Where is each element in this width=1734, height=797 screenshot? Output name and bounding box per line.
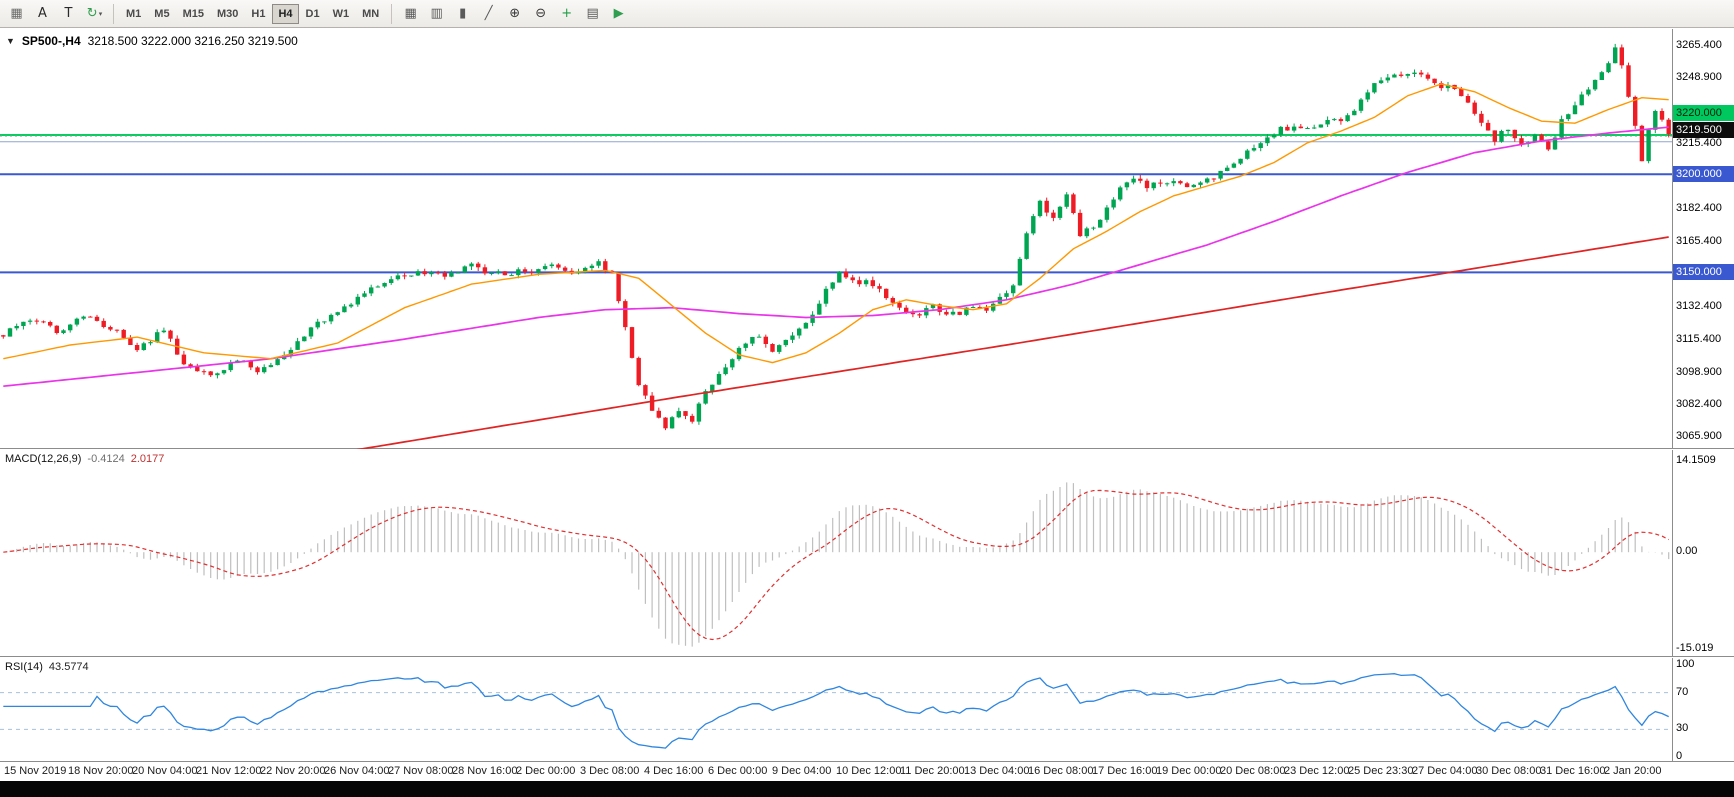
dropdown-caret-icon: ▾ xyxy=(98,9,103,18)
zoom-in-icon[interactable]: ⊕ xyxy=(502,3,527,25)
market-watch-icon[interactable]: ▦ xyxy=(4,3,29,25)
price-axis-label: 3265.400 xyxy=(1676,38,1722,51)
main-chart-canvas[interactable] xyxy=(0,29,1672,449)
macd-main-value: -0.4124 xyxy=(87,453,125,465)
time-axis-label: 25 Dec 23:30 xyxy=(1348,765,1414,777)
price-axis-label: 3248.900 xyxy=(1676,71,1722,84)
time-axis-label: 13 Dec 04:00 xyxy=(964,765,1030,777)
timeframe-button-m30[interactable]: M30 xyxy=(211,4,244,24)
time-axis-label: 27 Nov 08:00 xyxy=(388,765,454,777)
time-axis-label: 30 Dec 08:00 xyxy=(1476,765,1542,777)
price-badge-green: 3220.000 xyxy=(1673,104,1734,121)
timeframe-button-h4[interactable]: H4 xyxy=(272,3,299,24)
time-axis-label: 26 Nov 04:00 xyxy=(324,765,390,777)
tile-windows-icon[interactable]: ▦ xyxy=(398,3,423,25)
time-axis-label: 10 Dec 12:00 xyxy=(836,765,902,777)
rsi-axis-label: 100 xyxy=(1676,658,1695,670)
text-tool-icon[interactable]: T xyxy=(56,3,81,25)
timeframe-button-d1[interactable]: D1 xyxy=(300,4,326,24)
toolbar-right-group: ▦ ▥ ▮ ╱ ⊕ ⊖ + ▤ ▶ xyxy=(398,3,631,25)
one-click-trading-toggle[interactable]: ▼ xyxy=(6,36,15,46)
time-axis-label: 18 Nov 20:00 xyxy=(68,765,134,777)
macd-signal-value: 2.0177 xyxy=(130,453,165,465)
candlestick-chart-icon[interactable]: ▮ xyxy=(450,3,475,25)
indicators-icon[interactable]: + xyxy=(554,3,579,25)
macd-axis-label: 0.00 xyxy=(1676,545,1698,558)
macd-canvas[interactable] xyxy=(0,450,1672,657)
macd-panel: MACD(12,26,9) -0.4124 2.0177 14.1509 0.00… xyxy=(0,450,1734,657)
rsi-panel: RSI(14) 43.5774 100 70 30 0 xyxy=(0,658,1734,762)
timeframe-button-mn[interactable]: MN xyxy=(356,4,385,24)
timeframe-button-w1[interactable]: W1 xyxy=(327,4,356,24)
price-axis-label: 3098.900 xyxy=(1676,365,1722,378)
chart-title: ▼ SP500-,H4 3218.500 3222.000 3216.250 3… xyxy=(6,34,298,48)
price-badge-blue: 3200.000 xyxy=(1673,166,1734,183)
time-axis-label: 6 Dec 00:00 xyxy=(708,765,768,777)
bottom-black-bar xyxy=(0,781,1734,797)
rsi-axis-label: 0 xyxy=(1676,750,1683,762)
price-axis-label: 3165.400 xyxy=(1676,235,1722,248)
time-axis-label: 28 Nov 16:00 xyxy=(452,765,518,777)
toolbar-left-group: ▦ A T ↻ ▾ xyxy=(4,3,107,25)
macd-axis[interactable]: 14.1509 0.00 -15.019 xyxy=(1672,450,1734,656)
time-axis-label: 9 Dec 04:00 xyxy=(772,765,832,777)
time-axis-label: 11 Dec 20:00 xyxy=(900,765,965,777)
time-axis-label: 20 Nov 04:00 xyxy=(132,765,198,777)
timeframe-button-h1[interactable]: H1 xyxy=(245,4,271,24)
timeframe-button-m15[interactable]: M15 xyxy=(177,4,210,24)
chart-symbol-label: SP500-,H4 xyxy=(21,34,81,48)
macd-axis-label: -15.019 xyxy=(1676,642,1714,655)
time-axis-label: 27 Dec 04:00 xyxy=(1412,765,1478,777)
timeframe-toolbar: M1 M5 M15 M30 H1 H4 D1 W1 MN xyxy=(120,3,385,24)
price-axis-label: 3065.900 xyxy=(1676,430,1722,443)
cursor-a-icon[interactable]: A xyxy=(30,3,55,25)
chart-ohlc-values: 3218.500 3222.000 3216.250 3219.500 xyxy=(87,34,298,48)
price-axis-label: 3132.400 xyxy=(1676,299,1722,312)
line-chart-icon[interactable]: ╱ xyxy=(476,3,501,25)
price-axis-label: 3182.400 xyxy=(1676,201,1722,214)
toolbar: ▦ A T ↻ ▾ M1 M5 M15 M30 H1 H4 D1 W1 MN ▦ ▥ ▮ ╱ ⊕ ⊖ + ▤ ▶ xyxy=(0,0,1734,28)
time-axis-label: 20 Dec 08:00 xyxy=(1220,765,1286,777)
price-badge-black: 3219.500 xyxy=(1673,121,1734,138)
time-axis-label: 15 Nov 2019 xyxy=(4,765,67,777)
zoom-out-icon[interactable]: ⊖ xyxy=(528,3,553,25)
time-axis-label: 22 Nov 20:00 xyxy=(260,765,326,777)
time-axis[interactable]: 15 Nov 2019 18 Nov 20:00 20 Nov 04:00 21 No… xyxy=(0,763,1734,781)
price-badge-blue: 3150.000 xyxy=(1673,264,1734,281)
macd-indicator-label: MACD(12,26,9) -0.4124 2.0177 xyxy=(5,453,164,465)
templates-icon[interactable]: ▤ xyxy=(580,3,605,25)
macd-name-label: MACD(12,26,9) xyxy=(5,453,82,465)
time-axis-label: 16 Dec 08:00 xyxy=(1028,765,1094,777)
toolbar-separator xyxy=(113,3,114,24)
bar-chart-icon[interactable]: ▥ xyxy=(424,3,449,25)
rsi-name-label: RSI(14) xyxy=(5,661,43,673)
rsi-axis[interactable]: 100 70 30 0 xyxy=(1672,658,1734,762)
time-axis-label: 17 Dec 16:00 xyxy=(1092,765,1158,777)
price-axis[interactable]: 3265.4003248.9003232.4003215.4003182.400… xyxy=(1672,29,1734,448)
rsi-axis-label: 30 xyxy=(1676,722,1689,735)
rsi-canvas[interactable] xyxy=(0,658,1672,762)
time-axis-label: 4 Dec 16:00 xyxy=(644,765,704,777)
macd-axis-label: 14.1509 xyxy=(1676,453,1716,466)
time-axis-label: 3 Dec 08:00 xyxy=(580,765,640,777)
timeframe-button-m1[interactable]: M1 xyxy=(120,4,147,24)
time-axis-label: 31 Dec 16:00 xyxy=(1540,765,1606,777)
symbols-dropdown-icon[interactable]: ↻ ▾ xyxy=(82,3,107,25)
rsi-value: 43.5774 xyxy=(48,661,89,673)
price-axis-label: 3115.400 xyxy=(1676,333,1722,346)
toolbar-separator xyxy=(391,3,393,24)
price-axis-label: 3082.400 xyxy=(1676,398,1722,411)
price-axis-label: 3215.400 xyxy=(1676,137,1722,149)
auto-scroll-icon[interactable]: ▶ xyxy=(606,3,631,25)
time-axis-label: 2 Jan 20:00 xyxy=(1604,765,1662,777)
price-chart-panel: ▼ SP500-,H4 3218.500 3222.000 3216.250 3… xyxy=(0,29,1734,449)
timeframe-button-m5[interactable]: M5 xyxy=(148,4,175,24)
rsi-indicator-label: RSI(14) 43.5774 xyxy=(5,661,89,673)
rsi-axis-label: 70 xyxy=(1676,685,1689,698)
time-axis-label: 19 Dec 00:00 xyxy=(1156,765,1222,777)
time-axis-label: 21 Nov 12:00 xyxy=(196,765,262,777)
time-axis-label: 23 Dec 12:00 xyxy=(1284,765,1350,777)
time-axis-label: 2 Dec 00:00 xyxy=(516,765,576,777)
